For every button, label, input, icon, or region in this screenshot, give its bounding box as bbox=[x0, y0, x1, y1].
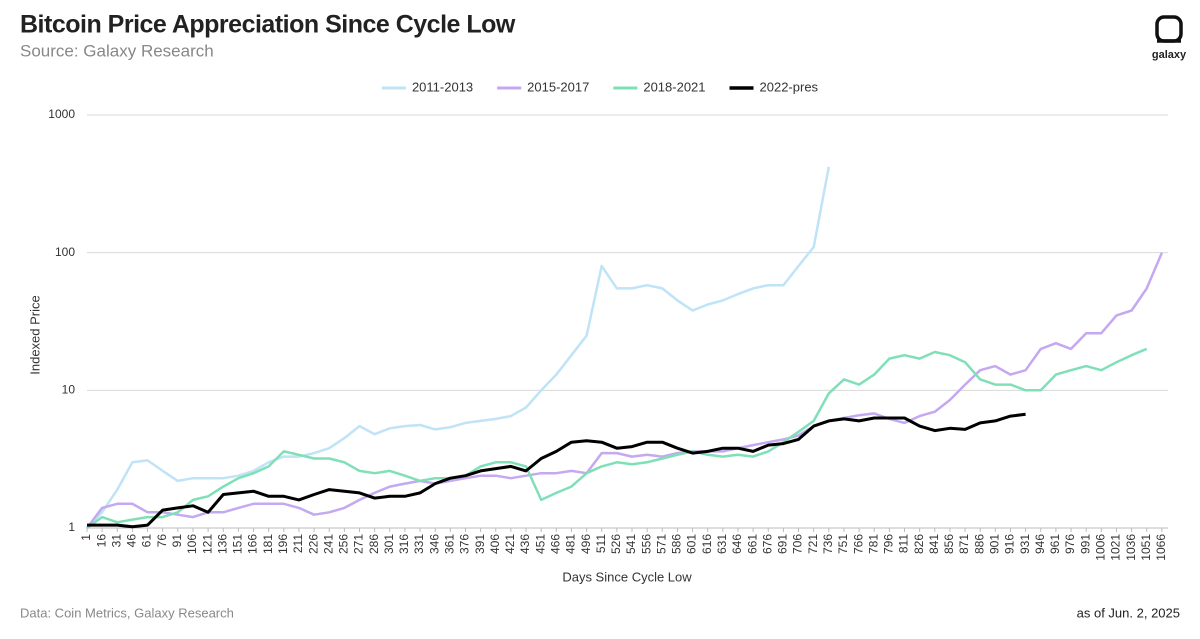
x-tick-label: 406 bbox=[488, 534, 502, 554]
x-tick-label: 541 bbox=[624, 534, 638, 554]
x-tick-label: 841 bbox=[927, 534, 941, 554]
x-tick-label: 271 bbox=[352, 534, 366, 554]
x-tick-label: 226 bbox=[306, 534, 320, 554]
x-tick-label: 976 bbox=[1063, 534, 1077, 554]
legend-label: 2022-pres bbox=[760, 79, 819, 94]
x-tick-label: 331 bbox=[412, 534, 426, 554]
x-tick-label: 31 bbox=[109, 534, 123, 548]
x-tick-label: 721 bbox=[806, 534, 820, 554]
x-tick-label: 1 bbox=[79, 534, 93, 541]
legend: 2011-2013 2015-2017 2018-2021 2022-pres bbox=[381, 79, 819, 94]
x-tick-label: 526 bbox=[609, 534, 623, 554]
x-tick-label: 1036 bbox=[1124, 534, 1138, 561]
x-tick-label: 586 bbox=[670, 534, 684, 554]
x-tick-label: 421 bbox=[503, 534, 517, 554]
x-tick-label: 346 bbox=[427, 534, 441, 554]
y-tick-label: 1000 bbox=[48, 107, 75, 121]
x-tick-label: 856 bbox=[942, 534, 956, 554]
series-line bbox=[86, 347, 1148, 530]
x-axis-label: Days Since Cycle Low bbox=[562, 569, 692, 584]
x-tick-label: 811 bbox=[897, 534, 911, 553]
x-tick-label: 436 bbox=[518, 534, 532, 554]
x-tick-label: 676 bbox=[760, 534, 774, 554]
x-tick-label: 376 bbox=[458, 534, 472, 554]
x-tick-label: 46 bbox=[125, 534, 139, 548]
x-tick-label: 661 bbox=[745, 534, 759, 554]
x-tick-label: 91 bbox=[170, 534, 184, 548]
x-tick-label: 61 bbox=[140, 534, 154, 548]
x-tick-label: 151 bbox=[231, 534, 245, 554]
x-tick-label: 616 bbox=[700, 534, 714, 554]
x-tick-label: 916 bbox=[1003, 534, 1017, 554]
legend-label: 2018-2021 bbox=[643, 79, 705, 94]
x-tick-label: 286 bbox=[367, 534, 381, 554]
y-axis-label: Indexed Price bbox=[27, 295, 42, 375]
legend-label: 2011-2013 bbox=[412, 79, 473, 94]
series-line bbox=[86, 252, 1164, 529]
x-tick-label: 211 bbox=[291, 534, 305, 553]
x-tick-label: 1021 bbox=[1109, 534, 1123, 561]
footnote-right: as of Jun. 2, 2025 bbox=[1077, 605, 1180, 620]
x-tick-label: 781 bbox=[866, 534, 880, 554]
x-tick-label: 796 bbox=[882, 534, 896, 554]
x-tick-label: 466 bbox=[548, 534, 562, 554]
x-tick-label: 511 bbox=[594, 534, 608, 553]
x-tick-label: 391 bbox=[473, 534, 487, 554]
x-tick-label: 1066 bbox=[1154, 534, 1168, 561]
x-tick-label: 301 bbox=[382, 534, 396, 554]
x-tick-label: 76 bbox=[155, 534, 169, 548]
x-tick-label: 361 bbox=[443, 534, 457, 554]
x-tick-label: 901 bbox=[988, 534, 1002, 554]
logo-icon bbox=[1155, 15, 1183, 43]
x-tick-label: 316 bbox=[397, 534, 411, 554]
x-tick-label: 736 bbox=[821, 534, 835, 554]
x-tick-label: 751 bbox=[836, 534, 850, 554]
y-tick-label: 10 bbox=[62, 383, 76, 397]
x-tick-label: 691 bbox=[776, 534, 790, 554]
x-tick-label: 571 bbox=[654, 534, 668, 554]
x-tick-label: 241 bbox=[321, 534, 335, 554]
x-tick-label: 166 bbox=[246, 534, 260, 554]
x-tick-label: 946 bbox=[1033, 534, 1047, 554]
x-tick-label: 886 bbox=[972, 534, 986, 554]
x-tick-label: 121 bbox=[200, 534, 214, 554]
x-tick-label: 256 bbox=[337, 534, 351, 554]
x-tick-label: 1006 bbox=[1093, 534, 1107, 561]
x-tick-label: 106 bbox=[185, 534, 199, 554]
y-tick-label: 100 bbox=[55, 245, 75, 259]
x-tick-label: 991 bbox=[1078, 534, 1092, 554]
x-tick-label: 496 bbox=[579, 534, 593, 554]
x-tick-label: 631 bbox=[715, 534, 729, 554]
footnote-left: Data: Coin Metrics, Galaxy Research bbox=[20, 605, 234, 620]
x-tick-label: 451 bbox=[533, 534, 547, 554]
x-tick-label: 706 bbox=[791, 534, 805, 554]
x-tick-label: 931 bbox=[1018, 534, 1032, 554]
series-line bbox=[86, 166, 831, 529]
logo-text: galaxy bbox=[1152, 49, 1187, 61]
x-tick-label: 766 bbox=[851, 534, 865, 554]
x-tick-label: 481 bbox=[564, 534, 578, 554]
x-tick-label: 646 bbox=[730, 534, 744, 554]
x-tick-label: 181 bbox=[261, 534, 275, 554]
chart-title: Bitcoin Price Appreciation Since Cycle L… bbox=[20, 11, 516, 39]
x-tick-label: 1051 bbox=[1139, 534, 1153, 561]
x-tick-label: 556 bbox=[639, 534, 653, 554]
chart-subtitle: Source: Galaxy Research bbox=[20, 41, 214, 60]
x-tick-label: 16 bbox=[94, 534, 108, 548]
x-tick-label: 826 bbox=[912, 534, 926, 554]
series-line bbox=[87, 412, 1026, 529]
legend-label: 2015-2017 bbox=[527, 79, 589, 94]
y-tick-label: 1 bbox=[68, 520, 75, 534]
x-tick-label: 961 bbox=[1048, 534, 1062, 554]
x-tick-label: 601 bbox=[685, 534, 699, 554]
x-tick-label: 196 bbox=[276, 534, 290, 554]
x-tick-label: 136 bbox=[215, 534, 229, 554]
x-tick-label: 871 bbox=[957, 534, 971, 554]
